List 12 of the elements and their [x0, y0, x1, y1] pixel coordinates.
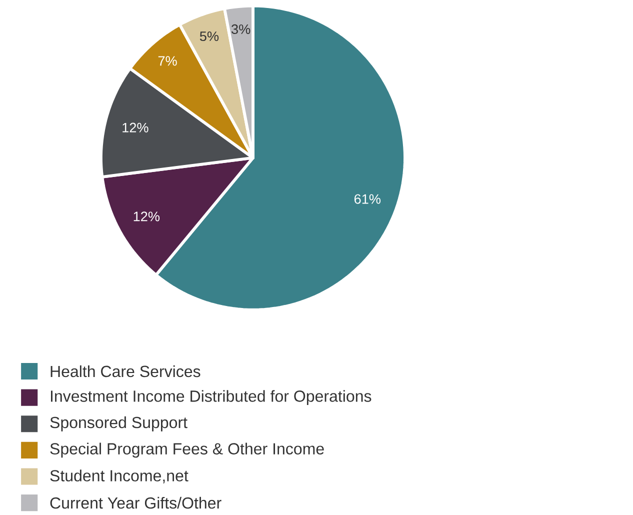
legend-label: Current Year Gifts/Other: [50, 496, 222, 508]
data-label: 12%: [134, 211, 160, 221]
legend-label: Health Care Services: [50, 365, 200, 377]
data-label: 3%: [232, 24, 250, 34]
legend-label: Student Income,net: [50, 469, 188, 484]
data-label: 7%: [158, 56, 177, 66]
legend-label: Sponsored Support: [50, 416, 188, 432]
data-label: 61%: [354, 194, 381, 204]
data-label: 12%: [122, 122, 148, 132]
legend-label: Investment Income Distributed for Operations: [50, 390, 372, 405]
data-label: 5%: [200, 31, 219, 41]
legend-label: Special Program Fees & Other Income: [50, 442, 324, 458]
